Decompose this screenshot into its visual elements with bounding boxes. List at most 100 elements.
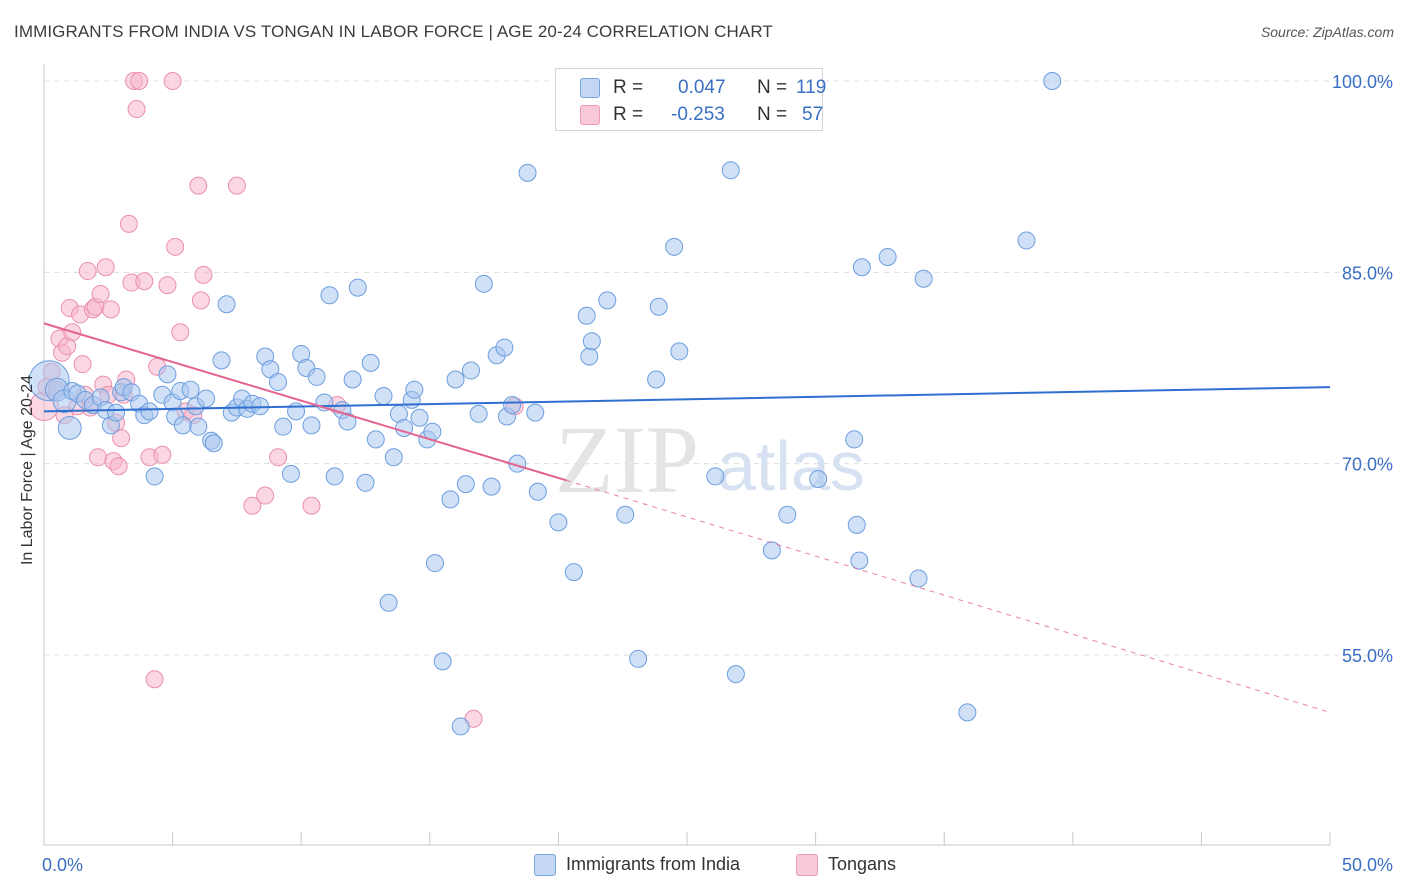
india-point	[495, 338, 514, 357]
tongans-point	[158, 276, 177, 295]
india-point	[649, 297, 668, 316]
tongans-trend-line	[43, 322, 567, 482]
india-point	[356, 473, 375, 492]
india-point	[461, 361, 480, 380]
tongans-point	[78, 262, 97, 281]
india-point	[909, 569, 928, 588]
india-point	[57, 416, 82, 440]
india-point	[878, 248, 897, 267]
india-point	[281, 464, 300, 483]
india-point	[405, 380, 424, 399]
india-point	[343, 370, 362, 389]
bottom-legend-swatch-blue	[534, 854, 556, 876]
india-point	[778, 505, 797, 524]
india-trend-line	[43, 386, 1331, 413]
india-point	[665, 237, 684, 256]
tongans-point	[189, 176, 208, 195]
india-point	[379, 593, 398, 612]
gridlines	[44, 80, 1392, 656]
india-point	[503, 395, 522, 414]
india-point	[274, 417, 293, 436]
india-point	[580, 347, 599, 366]
tongans-point	[101, 300, 120, 319]
tongans-point	[91, 285, 110, 304]
india-point	[549, 513, 568, 532]
legend-r-value: -0.253	[671, 104, 725, 125]
india-point	[425, 554, 444, 573]
tongans-point	[191, 291, 210, 310]
tongans-point	[145, 670, 164, 689]
watermark-atlas: atlas	[717, 427, 865, 505]
india-point	[647, 370, 666, 389]
india-point	[762, 541, 781, 560]
india-point	[518, 163, 537, 182]
india-point	[204, 434, 223, 453]
india-point	[384, 448, 403, 467]
india-point	[528, 482, 547, 501]
watermark-zip: ZIP	[555, 406, 699, 513]
tongans-point	[153, 445, 172, 464]
india-point	[847, 515, 866, 534]
india-point	[1043, 72, 1062, 90]
india-point	[217, 295, 236, 314]
india-point	[433, 652, 452, 671]
india-point	[361, 353, 380, 372]
india-point	[451, 717, 470, 736]
tongans-point	[89, 448, 108, 467]
india-point	[302, 416, 321, 435]
tongans-point	[243, 496, 262, 515]
tongans-point	[73, 355, 92, 374]
india-point	[577, 306, 596, 325]
tongans-point	[109, 457, 128, 476]
y-tick-label: 55.0%	[1342, 646, 1393, 666]
india-point	[325, 467, 344, 486]
y-tick-label: 85.0%	[1342, 263, 1393, 283]
tongans-point	[166, 237, 185, 256]
legend-swatch-blue	[580, 78, 600, 98]
india-point	[1017, 231, 1036, 250]
bottom-legend-label: Immigrants from India	[566, 854, 741, 874]
india-point	[107, 403, 126, 422]
india-point	[446, 370, 465, 389]
india-point	[809, 469, 828, 488]
india-point	[958, 703, 977, 722]
x-tick-label-min: 0.0%	[42, 855, 83, 875]
tongans-point	[112, 429, 131, 448]
india-point	[287, 402, 306, 421]
india-point	[706, 467, 725, 486]
india-point	[197, 389, 216, 408]
x-tick-label-max: 50.0%	[1342, 855, 1393, 875]
india-point	[338, 412, 357, 431]
india-point	[410, 408, 429, 427]
tongans-point	[130, 72, 149, 90]
india-point	[482, 477, 501, 496]
india-point	[140, 402, 159, 421]
india-point	[145, 467, 164, 486]
india-point	[850, 551, 869, 570]
stats-legend: R = 0.047 N = 119 R = -0.253 N = 57	[555, 68, 826, 131]
tongans-point	[256, 486, 275, 505]
trend-lines	[43, 322, 1331, 713]
series-tongans	[29, 72, 524, 728]
india-point	[189, 417, 208, 436]
legend-n-value: 57	[802, 104, 824, 125]
tongans-point	[127, 100, 146, 119]
india-point	[366, 430, 385, 449]
india-point	[526, 403, 545, 422]
legend-swatch-pink	[580, 105, 600, 125]
india-point	[269, 373, 288, 392]
y-axis-label: In Labor Force | Age 20-24	[19, 374, 36, 566]
y-tick-label: 70.0%	[1342, 455, 1393, 475]
tongans-point	[119, 214, 138, 233]
india-point	[629, 649, 648, 668]
watermark: ZIP atlas	[555, 406, 865, 513]
tongans-point	[135, 272, 154, 291]
bottom-legend-label: Tongans	[828, 854, 897, 874]
india-point	[212, 351, 231, 370]
tongans-point	[163, 72, 182, 90]
chart-title: IMMIGRANTS FROM INDIA VS TONGAN IN LABOR…	[14, 22, 773, 41]
legend-n-label: N =	[757, 104, 788, 125]
legend-n-label: N =	[757, 77, 788, 98]
tongans-point	[194, 265, 213, 284]
india-point	[914, 269, 933, 288]
